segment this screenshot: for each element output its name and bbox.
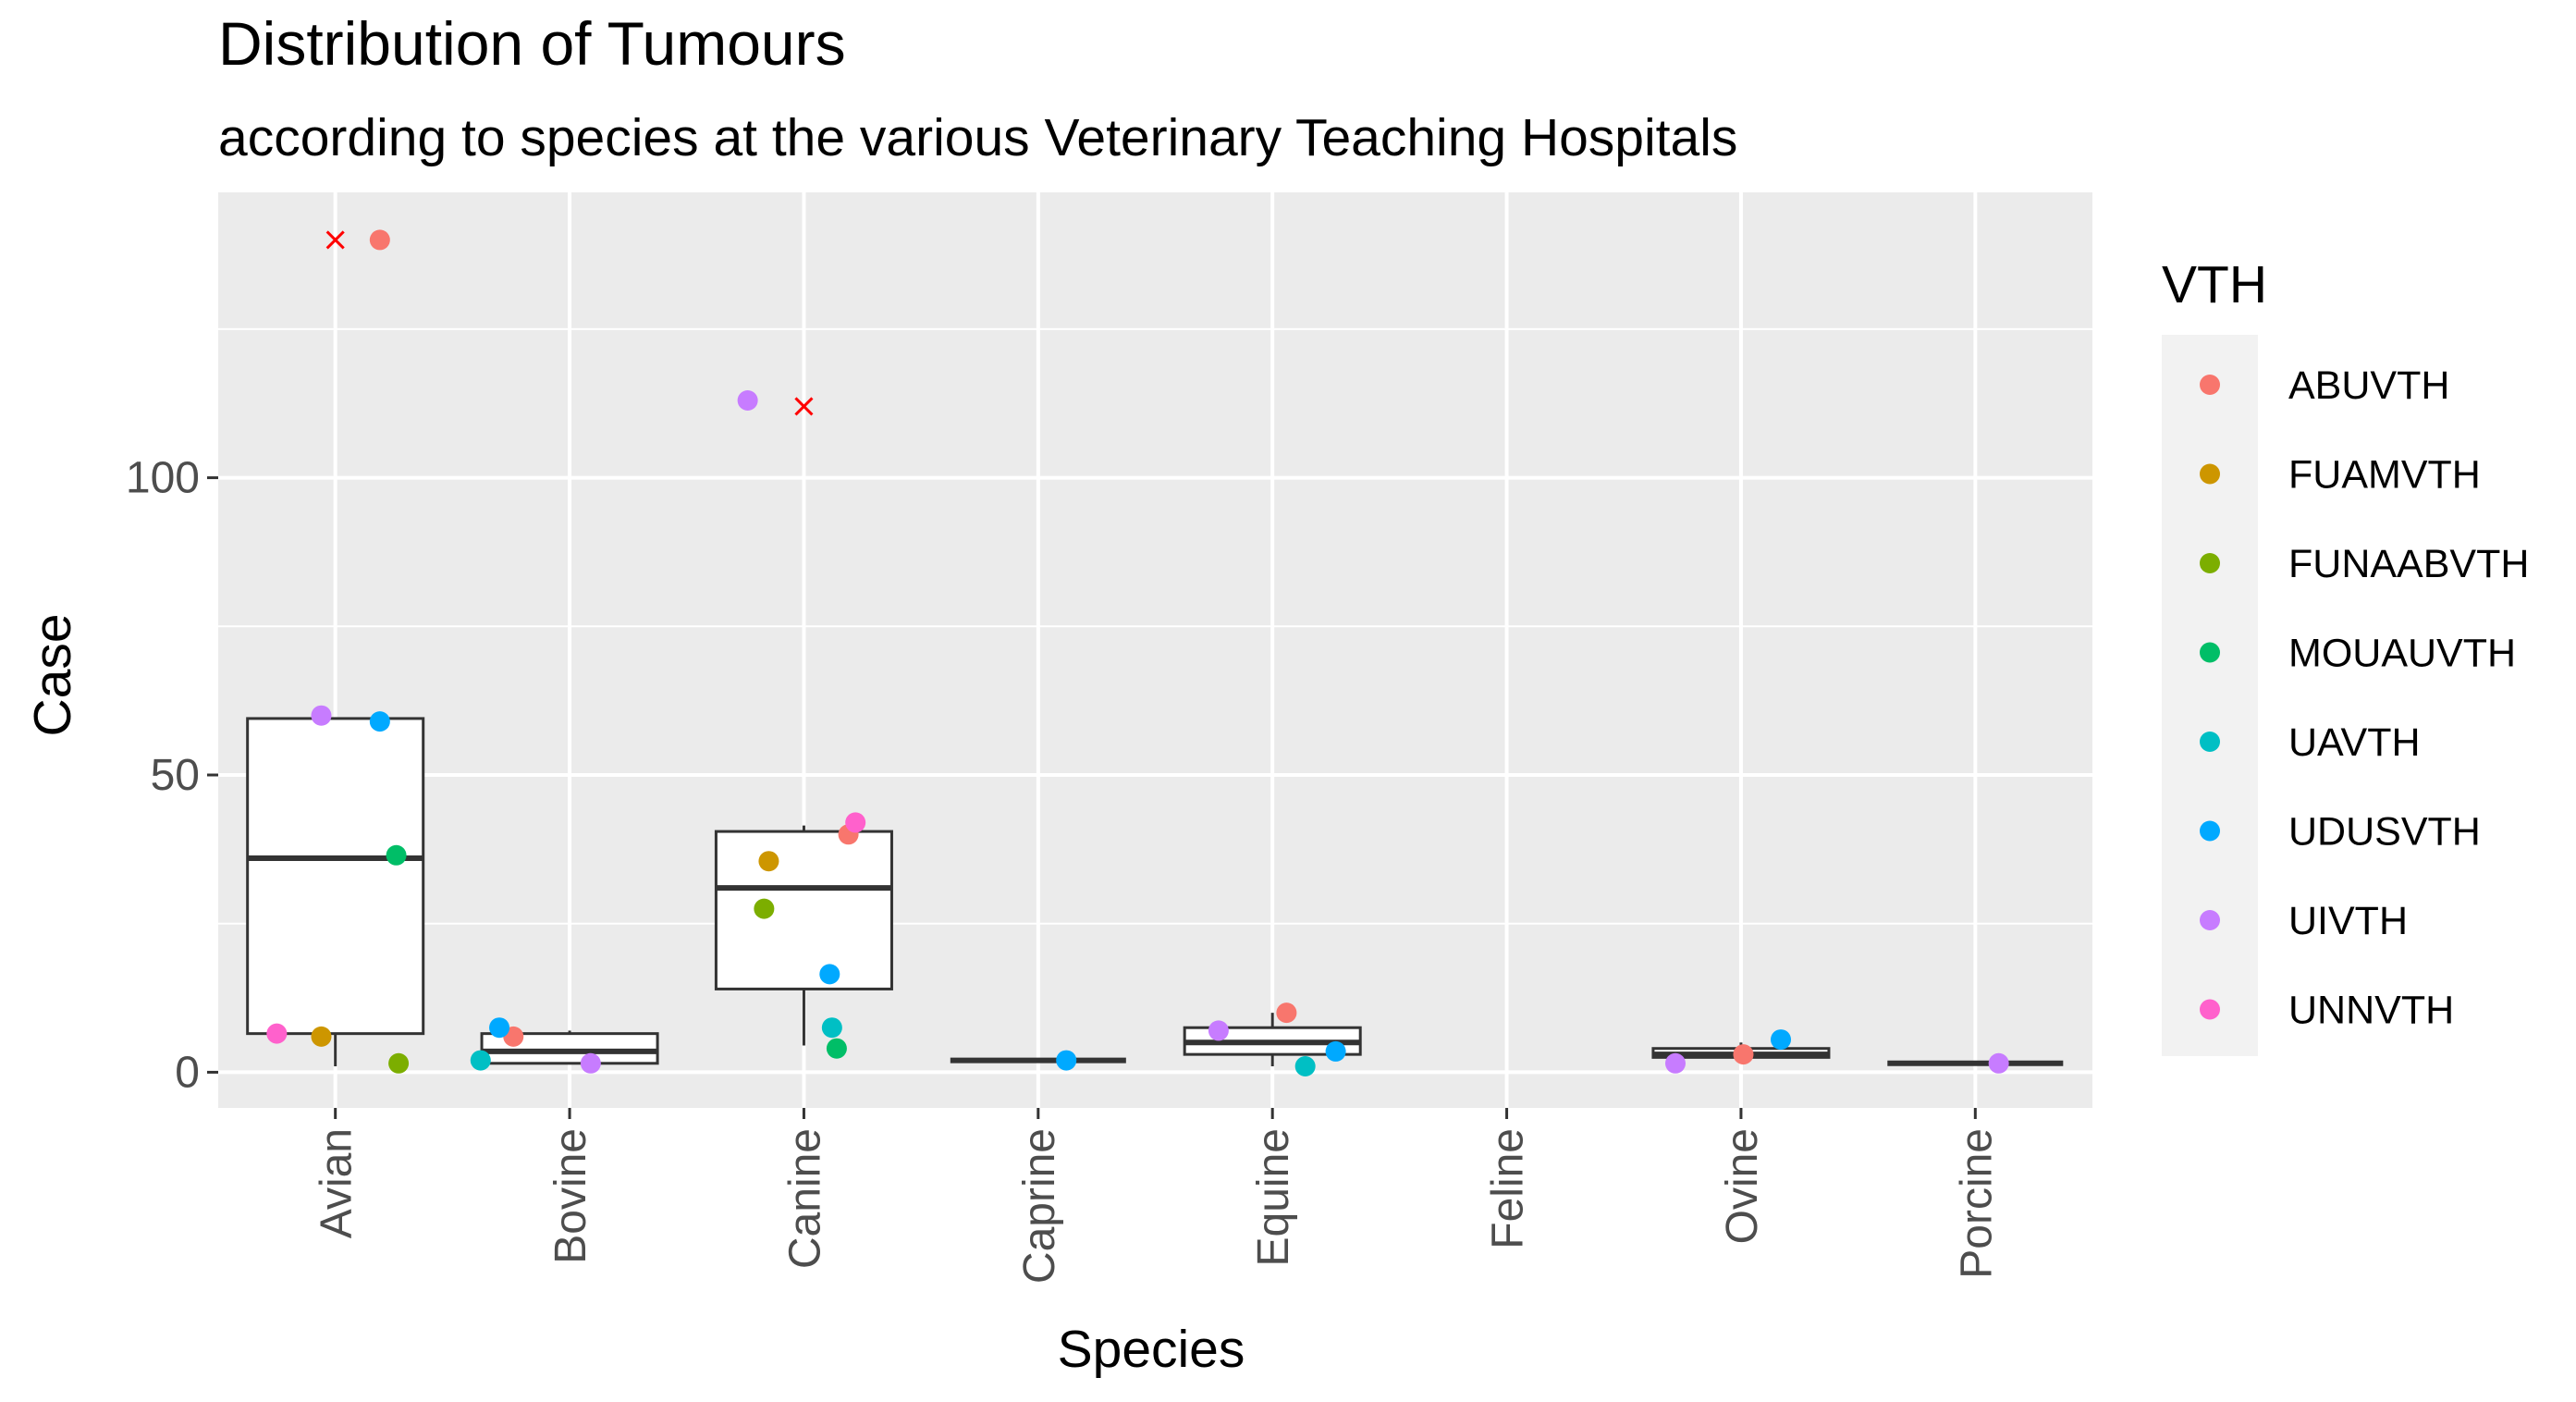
x-category-label: Feline bbox=[1484, 1128, 1533, 1249]
chart-title: Distribution of Tumours bbox=[218, 9, 846, 78]
box-layer bbox=[246, 230, 2064, 1066]
x-category-label: Caprine bbox=[1015, 1128, 1064, 1284]
data-point-udusvth bbox=[1771, 1029, 1792, 1051]
y-axis-title: Case bbox=[23, 613, 82, 736]
data-point-udusvth bbox=[1056, 1050, 1077, 1071]
x-category-label: Ovine bbox=[1718, 1128, 1767, 1244]
data-point-uavth bbox=[821, 1017, 842, 1039]
legend-key-uavth bbox=[2200, 732, 2220, 752]
legend-label-unnvth: UNNVTH bbox=[2288, 989, 2454, 1033]
legend-label-mouauvth: MOUAUVTH bbox=[2288, 632, 2516, 676]
legend-label-uivth: UIVTH bbox=[2288, 899, 2408, 943]
data-point-uivth bbox=[1208, 1020, 1229, 1041]
data-point-uivth bbox=[737, 390, 758, 411]
box bbox=[714, 830, 893, 990]
legend-key-funaabvth bbox=[2200, 553, 2220, 573]
boxplot-canine bbox=[714, 397, 893, 1046]
legend-key-mouauvth bbox=[2200, 642, 2220, 663]
legend-title: VTH bbox=[2162, 255, 2267, 314]
axis-layer: 0 50 100 Avian Bovine Canine Caprine Equine Feli… bbox=[126, 454, 2001, 1285]
outlier-stroke bbox=[794, 397, 814, 416]
plot-panel bbox=[218, 192, 2092, 1108]
data-point-uivth bbox=[311, 705, 332, 726]
outlier-marker bbox=[794, 397, 814, 416]
data-point-udusvth bbox=[369, 711, 390, 732]
data-point-unnvth bbox=[845, 812, 866, 833]
data-point-udusvth bbox=[1325, 1040, 1346, 1062]
legend-label-uavth: UAVTH bbox=[2288, 720, 2421, 765]
data-point-funaabvth bbox=[754, 898, 775, 919]
legend-key-background bbox=[2162, 335, 2258, 1056]
x-category-label: Porcine bbox=[1952, 1128, 2001, 1279]
legend-label-abuvth: ABUVTH bbox=[2288, 363, 2449, 408]
y-tick-label: 50 bbox=[151, 751, 200, 800]
x-category-label: Canine bbox=[780, 1128, 829, 1269]
data-point-uivth bbox=[1664, 1052, 1686, 1074]
data-point-uavth bbox=[1294, 1056, 1316, 1076]
x-category-label: Avian bbox=[313, 1128, 362, 1238]
x-category-label: Equine bbox=[1249, 1128, 1298, 1266]
data-point-uavth bbox=[470, 1050, 491, 1071]
y-tick-label: 100 bbox=[126, 454, 200, 503]
x-axis-title: Species bbox=[1058, 1320, 1245, 1379]
data-point-uivth bbox=[1988, 1052, 2009, 1074]
legend-label-udusvth: UDUSVTH bbox=[2288, 810, 2481, 855]
data-point-funaabvth bbox=[388, 1052, 410, 1074]
data-point-mouauvth bbox=[386, 844, 407, 866]
data-point-fuamvth bbox=[758, 851, 779, 872]
legend-key-fuamvth bbox=[2200, 463, 2220, 485]
data-point-abuvth bbox=[369, 229, 390, 251]
x-category-label: Bovine bbox=[546, 1128, 595, 1264]
legend-key-abuvth bbox=[2200, 375, 2220, 395]
data-point-udusvth bbox=[819, 964, 840, 985]
outlier-marker bbox=[325, 230, 345, 250]
legend-label-funaabvth: FUNAABVTH bbox=[2288, 542, 2529, 586]
legend-key-udusvth bbox=[2200, 820, 2220, 842]
data-point-udusvth bbox=[489, 1017, 510, 1039]
chart-subtitle: according to species at the various Vete… bbox=[218, 108, 1737, 167]
y-tick-label: 0 bbox=[175, 1048, 200, 1097]
legend-label-fuamvth: FUAMVTH bbox=[2288, 453, 2481, 498]
panel-background bbox=[218, 192, 2092, 1108]
data-point-uivth bbox=[580, 1052, 601, 1074]
data-point-unnvth bbox=[266, 1023, 288, 1044]
data-point-mouauvth bbox=[826, 1038, 847, 1059]
data-point-abuvth bbox=[1733, 1044, 1754, 1065]
data-point-abuvth bbox=[1276, 1002, 1297, 1024]
point-layer bbox=[266, 229, 2009, 1076]
legend-key-unnvth bbox=[2200, 999, 2220, 1020]
data-point-fuamvth bbox=[311, 1026, 332, 1047]
outlier-stroke bbox=[325, 230, 345, 250]
legend: VTH ABUVTH FUAMVTH FUNAABVTH MOUAUVTH UAVTH U… bbox=[2162, 255, 2529, 1056]
legend-key-uivth bbox=[2200, 910, 2220, 930]
box bbox=[246, 717, 425, 1036]
